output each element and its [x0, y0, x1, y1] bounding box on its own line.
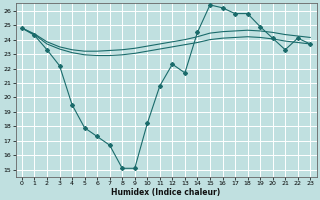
X-axis label: Humidex (Indice chaleur): Humidex (Indice chaleur) — [111, 188, 221, 197]
